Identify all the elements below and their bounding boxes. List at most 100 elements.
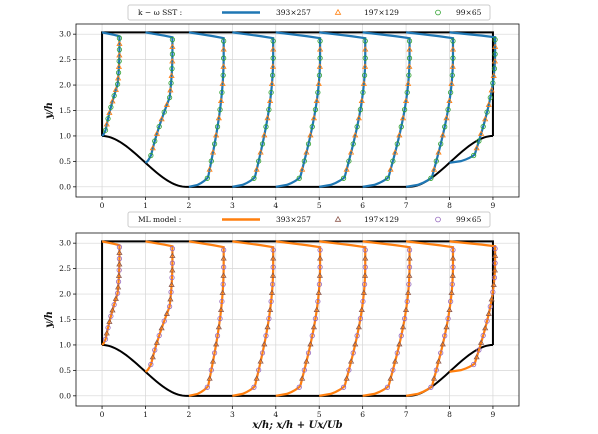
y-axis-label: y/h <box>44 102 55 120</box>
legend-entry-label: 99×65 <box>456 215 482 224</box>
triangle-marker <box>396 340 403 347</box>
circle-marker <box>161 109 167 115</box>
triangle-marker <box>115 75 122 81</box>
circle-marker <box>362 55 368 61</box>
triangle-marker <box>209 149 217 155</box>
legend-title: ML model : <box>138 215 181 224</box>
circle-marker <box>361 72 368 78</box>
circle-marker <box>256 158 262 164</box>
circle-marker <box>492 51 498 57</box>
profile-line-x8 <box>449 240 497 373</box>
circle-marker <box>316 72 323 78</box>
circle-marker <box>360 298 366 305</box>
circle-marker <box>221 264 227 270</box>
circle-marker <box>406 72 412 78</box>
circle-marker <box>301 367 307 373</box>
circle-marker <box>315 298 321 305</box>
triangle-marker <box>360 289 367 295</box>
triangle-marker <box>355 114 362 121</box>
circle-marker <box>362 247 368 253</box>
triangle-marker <box>360 80 367 86</box>
x-tick-label: 3 <box>230 410 235 419</box>
legend-entry-label: 197×129 <box>364 8 399 17</box>
profile-line-x1 <box>144 240 174 373</box>
circle-marker <box>256 367 262 373</box>
circle-marker <box>169 246 176 252</box>
triangle-marker <box>399 114 407 121</box>
profile-line-x8 <box>449 31 497 164</box>
profile-line-x3 <box>232 31 275 188</box>
circle-marker <box>219 89 225 96</box>
circle-marker <box>354 333 360 339</box>
triangle-marker <box>406 272 413 278</box>
circle-marker <box>476 138 482 144</box>
triangle-marker <box>361 63 369 69</box>
profile-line-x6 <box>362 240 411 397</box>
x-tick-label: 3 <box>230 201 235 210</box>
triangle-marker <box>313 306 320 313</box>
circle-marker <box>492 260 498 266</box>
triangle-marker <box>268 80 276 86</box>
profile-line-x5 <box>319 240 367 397</box>
circle-marker <box>480 123 486 130</box>
x-tick-label: 7 <box>404 410 409 419</box>
circle-marker <box>115 290 121 296</box>
triangle-marker <box>169 57 176 64</box>
triangle-marker <box>264 114 271 121</box>
circle-marker <box>492 246 498 252</box>
circle-marker <box>317 55 323 61</box>
triangle-marker <box>352 340 359 347</box>
circle-marker <box>487 94 493 101</box>
circle-marker <box>259 141 266 147</box>
triangle-marker <box>315 289 322 295</box>
triangle-marker <box>490 281 497 287</box>
circle-marker <box>490 80 496 86</box>
triangle-marker <box>167 295 174 302</box>
circle-marker <box>390 158 396 164</box>
circle-marker <box>406 264 413 270</box>
circle-marker <box>315 89 321 96</box>
triangle-marker <box>269 272 277 278</box>
circle-marker <box>406 281 412 287</box>
circle-marker <box>111 302 117 308</box>
circle-marker <box>221 38 227 44</box>
plot-area: 0 1 2 3 4 5 6 7 8 9 0.0 0.5 1.0 1.5 2.0 2.5 3.0 <box>59 23 520 210</box>
circle-marker <box>214 124 221 130</box>
circle-marker <box>357 316 364 322</box>
triangle-marker <box>491 266 498 273</box>
triangle-marker <box>217 306 225 313</box>
x-tick-label: 0 <box>100 201 105 210</box>
triangle-marker <box>396 131 403 138</box>
circle-marker <box>214 333 221 339</box>
triangle-marker <box>448 80 455 86</box>
x-tick-label: 1 <box>143 410 148 419</box>
circle-marker <box>450 247 456 253</box>
circle-marker <box>116 35 123 41</box>
x-tick-label: 8 <box>447 201 452 210</box>
triangle-marker <box>267 97 274 104</box>
triangle-marker <box>430 166 438 172</box>
triangle-marker <box>116 260 123 267</box>
triangle-marker <box>115 63 123 69</box>
triangle-marker <box>443 323 450 330</box>
triangle-marker <box>449 63 456 69</box>
circle-marker <box>296 384 302 390</box>
x-tick-label: 1 <box>143 201 148 210</box>
circle-marker <box>449 281 455 287</box>
triangle-marker <box>477 339 485 345</box>
circle-marker <box>169 275 175 281</box>
circle-marker <box>390 367 396 373</box>
triangle-marker <box>358 306 365 313</box>
circle-marker <box>156 332 162 339</box>
y-tick-label: 3.0 <box>59 239 71 248</box>
circle-marker <box>115 279 122 285</box>
circle-marker <box>445 316 451 322</box>
circle-marker <box>449 72 455 78</box>
circle-marker <box>169 51 176 57</box>
triangle-marker <box>439 131 446 138</box>
circle-marker <box>204 384 210 390</box>
triangle-marker <box>435 358 442 364</box>
triangle-marker <box>267 306 274 313</box>
circle-marker <box>442 333 448 339</box>
triangle-marker <box>213 340 220 347</box>
